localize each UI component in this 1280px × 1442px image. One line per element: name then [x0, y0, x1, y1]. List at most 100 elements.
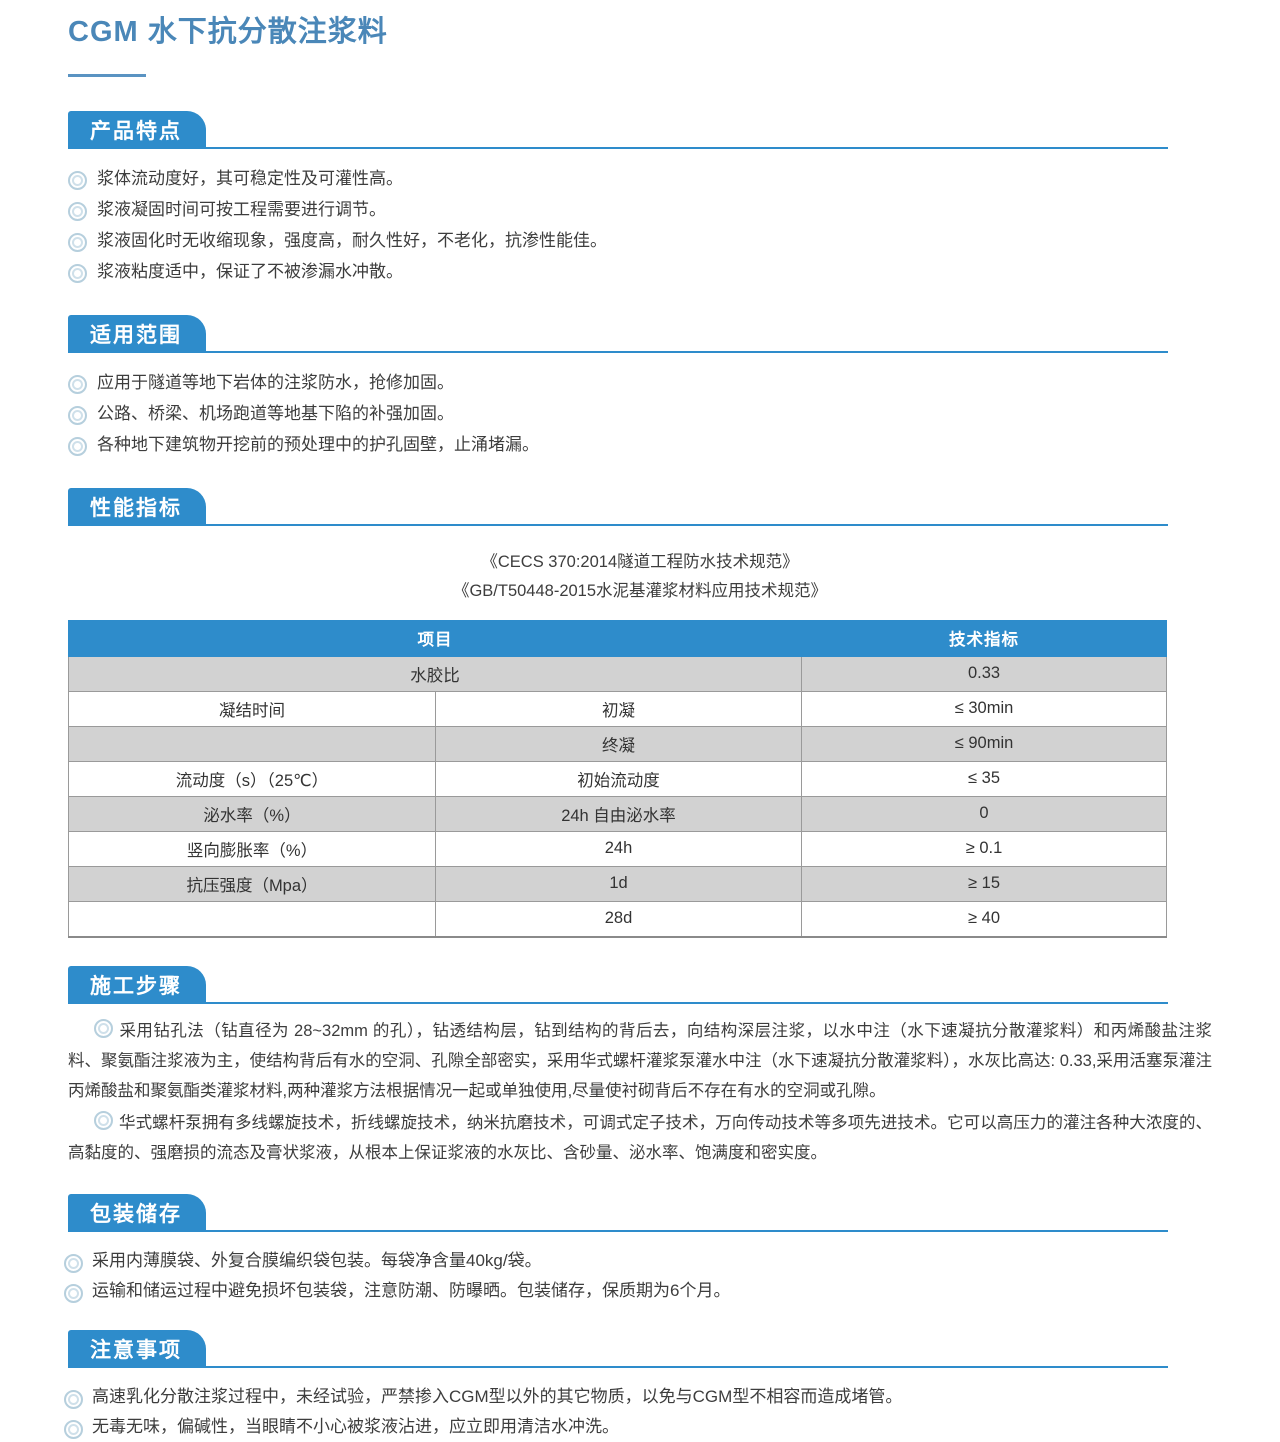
page-title: CGM 水下抗分散注浆料: [68, 16, 388, 48]
section-rule: [68, 523, 1168, 526]
table-row: 竖向膨胀率（%） 24h ≥ 0.1: [68, 830, 1167, 867]
performance-table: 项目 技术指标 水胶比 0.33 凝结时间 初凝 ≤ 30min 终凝 ≤ 90…: [68, 619, 1167, 938]
cell-subitem: 24h 自由泌水率: [435, 795, 802, 832]
section-badge-performance: 性能指标: [68, 487, 206, 526]
ring-bullet-icon-wrap: [94, 1110, 113, 1130]
list-item-text: 应用于隧道等地下岩体的注浆防水，抢修加固。: [97, 372, 454, 392]
list-item: 浆液粘度适中，保证了不被渗漏水冲散。: [68, 256, 1280, 287]
section-header-performance: 性能指标: [68, 486, 1168, 526]
paragraph: 采用钻孔法（钻直径为 28~32mm 的孔），钻透结构层，钻到结构的背后去，向结…: [68, 1016, 1212, 1106]
section-rule: [68, 350, 1168, 353]
ring-bullet-icon-wrap: [94, 1018, 113, 1038]
section-title-steps: 施工步骤: [90, 974, 182, 998]
standard-reference: 《GB/T50448-2015水泥基灌浆材料应用技术规范》: [452, 581, 828, 600]
table-body: 水胶比 0.33 凝结时间 初凝 ≤ 30min 终凝 ≤ 90min 流动度（…: [68, 655, 1167, 938]
table-row: 终凝 ≤ 90min: [68, 725, 1167, 762]
list-item-text: 浆体流动度好，其可稳定性及可灌性高。: [97, 168, 403, 188]
list-item-text: 采用内薄膜袋、外复合膜编织袋包装。每袋净含量40kg/袋。: [92, 1250, 542, 1270]
cell-spec: ≥ 15: [801, 865, 1167, 902]
cell-item: 泌水率（%）: [68, 795, 436, 832]
table-row: 28d ≥ 40: [68, 900, 1167, 938]
section-header-packaging: 包装储存: [68, 1192, 1168, 1232]
section-title-features: 产品特点: [90, 119, 182, 143]
table-row: 流动度（s）（25℃） 初始流动度 ≤ 35: [68, 760, 1167, 797]
packaging-list: 采用内薄膜袋、外复合膜编织袋包装。每袋净含量40kg/袋。 运输和储运过程中避免…: [64, 1246, 1280, 1306]
cell-subitem: 24h: [435, 830, 802, 867]
scope-list: 应用于隧道等地下岩体的注浆防水，抢修加固。 公路、桥梁、机场跑道等地基下陷的补强…: [68, 367, 1280, 460]
standard-reference: 《CECS 370:2014隧道工程防水技术规范》: [481, 552, 799, 571]
cell-spec: 0: [801, 795, 1167, 832]
cell-spec: ≤ 90min: [801, 725, 1167, 762]
ring-bullet-icon: [94, 1110, 113, 1130]
section-badge-features: 产品特点: [68, 110, 206, 149]
ring-bullet-icon: [64, 1253, 83, 1273]
list-item-text: 浆液固化时无收缩现象，强度高，耐久性好，不老化，抗渗性能佳。: [97, 230, 607, 250]
paragraph: 华式螺杆泵拥有多线螺旋技术，折线螺旋技术，纳米抗磨技术，可调式定子技术，万向传动…: [68, 1108, 1212, 1168]
list-item-text: 高速乳化分散注浆过程中，未经试验，严禁掺入CGM型以外的其它物质，以免与CGM型…: [92, 1386, 903, 1406]
cell-spec: 0.33: [801, 655, 1167, 692]
section-title-notes: 注意事项: [90, 1338, 182, 1362]
list-item: 浆液凝固时间可按工程需要进行调节。: [68, 194, 1280, 225]
ring-bullet-icon: [68, 374, 87, 394]
list-item-text: 无毒无味，偏碱性，当眼睛不小心被浆液沾进，应立即用清洁水冲洗。: [92, 1416, 619, 1436]
cell-item: 凝结时间: [68, 690, 436, 727]
list-item: 各种地下建筑物开挖前的预处理中的护孔固壁，止涌堵漏。: [68, 429, 1280, 460]
cell-spec: ≤ 30min: [801, 690, 1167, 727]
section-badge-notes: 注意事项: [68, 1329, 206, 1368]
section-header-steps: 施工步骤: [68, 964, 1168, 1004]
cell-subitem: 终凝: [435, 725, 802, 762]
product-datasheet-page: CGM 水下抗分散注浆料 产品特点 浆体流动度好，其可稳定性及可灌性高。 浆液凝…: [0, 16, 1280, 1439]
list-item-text: 各种地下建筑物开挖前的预处理中的护孔固壁，止涌堵漏。: [97, 434, 539, 454]
cell-subitem: 28d: [435, 900, 802, 938]
section-title-scope: 适用范围: [90, 323, 182, 347]
cell-item: [68, 725, 436, 762]
list-item: 应用于隧道等地下岩体的注浆防水，抢修加固。: [68, 367, 1280, 398]
ring-bullet-icon: [68, 232, 87, 252]
section-rule: [68, 146, 1168, 149]
table-row: 抗压强度（Mpa） 1d ≥ 15: [68, 865, 1167, 902]
section-construction-steps: 施工步骤 采用钻孔法（钻直径为 28~32mm 的孔），钻透结构层，钻到结构的背…: [0, 964, 1280, 1168]
ring-bullet-icon: [68, 201, 87, 221]
list-item-text: 运输和储运过程中避免损坏包装袋，注意防潮、防曝晒。包装储存，保质期为6个月。: [92, 1280, 731, 1300]
paragraph-text: 华式螺杆泵拥有多线螺旋技术，折线螺旋技术，纳米抗磨技术，可调式定子技术，万向传动…: [68, 1113, 1212, 1162]
section-rule: [68, 1365, 1168, 1368]
section-badge-packaging: 包装储存: [68, 1193, 206, 1232]
table-header: 项目 技术指标: [68, 619, 1167, 657]
cell-spec: ≥ 40: [801, 900, 1167, 938]
section-application-scope: 适用范围 应用于隧道等地下岩体的注浆防水，抢修加固。 公路、桥梁、机场跑道等地基…: [0, 313, 1280, 460]
table-row: 泌水率（%） 24h 自由泌水率 0: [68, 795, 1167, 832]
section-performance: 性能指标 《CECS 370:2014隧道工程防水技术规范》 《GB/T5044…: [0, 486, 1280, 938]
ring-bullet-icon: [94, 1018, 113, 1038]
cell-subitem: 初凝: [435, 690, 802, 727]
list-item: 浆液固化时无收缩现象，强度高，耐久性好，不老化，抗渗性能佳。: [68, 225, 1280, 256]
list-item: 公路、桥梁、机场跑道等地基下陷的补强加固。: [68, 398, 1280, 429]
steps-paragraphs: 采用钻孔法（钻直径为 28~32mm 的孔），钻透结构层，钻到结构的背后去，向结…: [68, 1016, 1212, 1168]
title-underline-rule: [68, 73, 146, 77]
section-badge-steps: 施工步骤: [68, 965, 206, 1004]
cell-subitem: 初始流动度: [435, 760, 802, 797]
cell-subitem: 1d: [435, 865, 802, 902]
cell-item: 抗压强度（Mpa）: [68, 865, 436, 902]
section-header-scope: 适用范围: [68, 313, 1168, 353]
list-item: 浆体流动度好，其可稳定性及可灌性高。: [68, 163, 1280, 194]
ring-bullet-icon: [64, 1389, 83, 1409]
section-title-packaging: 包装储存: [90, 1202, 182, 1226]
column-header-item: 项目: [68, 619, 802, 657]
ring-bullet-icon: [64, 1419, 83, 1439]
list-item: 采用内薄膜袋、外复合膜编织袋包装。每袋净含量40kg/袋。: [64, 1246, 1280, 1276]
cell-item: 竖向膨胀率（%）: [68, 830, 436, 867]
ring-bullet-icon: [68, 436, 87, 456]
list-item-text: 公路、桥梁、机场跑道等地基下陷的补强加固。: [97, 403, 454, 423]
paragraph-text: 采用钻孔法（钻直径为 28~32mm 的孔），钻透结构层，钻到结构的背后去，向结…: [68, 1021, 1212, 1100]
notes-list: 高速乳化分散注浆过程中，未经试验，严禁掺入CGM型以外的其它物质，以免与CGM型…: [64, 1382, 1280, 1442]
column-header-spec: 技术指标: [801, 619, 1167, 657]
section-product-features: 产品特点 浆体流动度好，其可稳定性及可灌性高。 浆液凝固时间可按工程需要进行调节…: [0, 109, 1280, 287]
table-row: 凝结时间 初凝 ≤ 30min: [68, 690, 1167, 727]
list-item: 无毒无味，偏碱性，当眼睛不小心被浆液沾进，应立即用清洁水冲洗。: [64, 1412, 1280, 1442]
table-header-row: 项目 技术指标: [68, 619, 1167, 657]
list-item: 高速乳化分散注浆过程中，未经试验，严禁掺入CGM型以外的其它物质，以免与CGM型…: [64, 1382, 1280, 1412]
section-badge-scope: 适用范围: [68, 314, 206, 353]
ring-bullet-icon: [68, 405, 87, 425]
section-title-performance: 性能指标: [90, 496, 182, 520]
section-rule: [68, 1229, 1168, 1232]
